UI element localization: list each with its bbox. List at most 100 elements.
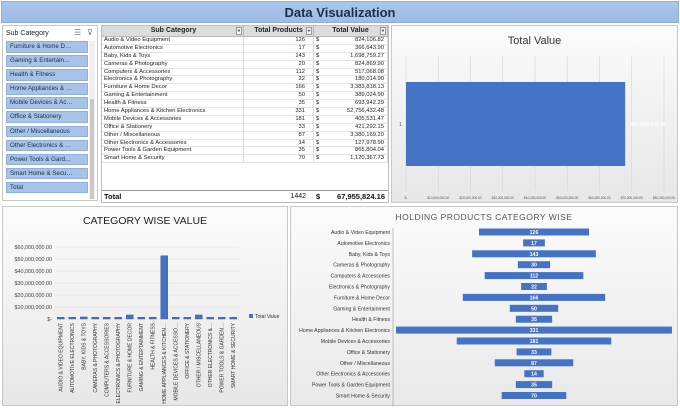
table-row: Health & Fitness 35 $693,942.29 (102, 100, 388, 109)
bar (472, 250, 596, 258)
bar (57, 316, 65, 320)
bar (509, 304, 559, 312)
cell-total-products: 166 (244, 84, 314, 92)
y-tick-label: Other / Miscellaneous (340, 361, 391, 367)
multi-select-icon[interactable]: ☰ (74, 28, 82, 37)
filter-dropdown-icon[interactable]: ▼ (236, 27, 242, 35)
slicer-item[interactable]: Gaming & Entertain… (6, 55, 88, 67)
slicer-item[interactable]: Health & Fitness (6, 69, 88, 81)
cell-total-value: $865,804.04 (314, 147, 388, 155)
table-row: Gaming & Entertainment 50 $389,024.90 (102, 92, 388, 101)
slicer-item[interactable]: Mobile Devices & Ac… (6, 97, 88, 109)
column-header-total-value[interactable]: Total Value ▼ (314, 26, 388, 36)
data-label: 35 (531, 383, 537, 389)
bar (406, 82, 626, 166)
cell-sub-category: Other Electronics & Accessories (102, 139, 244, 147)
y-tick-label: Office & Stationery (347, 350, 391, 356)
data-label: 30 (531, 263, 537, 269)
y-tick-label: $10,000,000.00 (15, 305, 52, 311)
total-value-chart[interactable]: Total Value $- $10,000,000.00 $20,000,000.… (391, 25, 678, 203)
x-tick-label: $- (405, 196, 408, 200)
y-tick-label: Power Tools & Garden Equipment (312, 383, 391, 389)
y-tick-label: Computers & Accessories (331, 274, 391, 280)
x-tick-label: SMART HOME & SECURITY (231, 322, 237, 388)
cell-total-value: $3,383,818.13 (314, 84, 388, 92)
data-label: 35 (531, 317, 537, 323)
bar (479, 228, 589, 236)
slicer-item[interactable]: Other Electronics & … (6, 139, 88, 152)
bar (515, 381, 553, 389)
table-row: Cameras & Photography 20 $824,869.90 (102, 60, 388, 69)
table-body: Audio & Video Equipment 126 $824,106.82 Aut… (102, 37, 388, 164)
bar (523, 239, 545, 247)
x-tick-label: AUTOMOTIVE ELECTRONICS (70, 322, 76, 393)
table-row: Power Tools & Garden Equipment 35 $865,804… (102, 147, 388, 156)
data-label: 181 (530, 339, 539, 345)
slicer-item[interactable]: Total (6, 181, 88, 194)
data-label: 17 (531, 241, 537, 247)
slicer-item[interactable]: Power Tools & Gard… (6, 153, 88, 166)
filter-dropdown-icon[interactable]: ▼ (380, 27, 386, 35)
x-tick-label: OTHER ELECTRONICS &… (208, 323, 214, 387)
chart-title: CATEGORY WISE VALUE (82, 215, 208, 227)
table-row: Mobile Devices & Accessories 181 $405,531.… (102, 115, 388, 124)
bar (521, 283, 547, 290)
cell-total-products: 35 (244, 147, 314, 155)
slicer-item[interactable]: Home Appliances & … (6, 83, 88, 95)
sub-category-slicer[interactable]: Sub Category ☰ ⊽ Furniture & Home D… Gami… (2, 25, 98, 201)
cell-total-products: 70 (244, 155, 314, 163)
x-tick-label: OTHER / MISCELLANEOUS (196, 322, 202, 387)
bar (516, 348, 552, 356)
y-tick-label: Smart Home & Security (336, 394, 391, 400)
table-row: Other Electronics & Accessories 14 $127,97… (102, 139, 388, 148)
table-row: Smart Home & Security 70 $1,120,367.73 (102, 155, 388, 164)
legend-label: Total Value (255, 314, 280, 320)
y-tick-label: $60,000,000.00 (15, 245, 52, 251)
x-tick-label: $30,000,000.00 (492, 196, 514, 200)
cell-total-products: 33 (244, 123, 314, 131)
y-tick-label: Home Appliances & Kitchen Electronics (299, 328, 390, 334)
cell-total-value: $405,531.47 (314, 115, 388, 123)
y-tick-label: Audio & Video Equipment (331, 230, 391, 236)
y-tick-label: 1 (399, 122, 402, 128)
slicer-scrollbar[interactable] (89, 41, 95, 199)
slicer-scroll-thumb[interactable] (90, 99, 94, 199)
column-header-total-products[interactable]: Total Products ▼ (244, 26, 314, 36)
holding-products-chart[interactable]: HOLDING PRODUCTS CATEGORY WISE Audio & V… (290, 206, 678, 407)
dashboard-title: Data Visualization (284, 4, 396, 20)
cell-total-products: 17 (244, 44, 314, 52)
y-tick-label: Electronics & Photography (329, 285, 391, 291)
x-tick-label: BABY, KIDS & TOYS (81, 322, 87, 369)
data-label: 112 (530, 274, 538, 280)
filter-dropdown-icon[interactable]: ▼ (306, 27, 312, 35)
x-tick-label: OFFICE & STATIONERY (185, 322, 191, 378)
cell-total-products: 181 (244, 115, 314, 123)
cell-total-value: $421,292.15 (314, 123, 388, 131)
slicer-item[interactable]: Office & Stationery (6, 111, 88, 123)
cell-total-value: $52,756,432.48 (314, 108, 388, 115)
slicer-item[interactable]: Furniture & Home D… (6, 41, 88, 53)
total-label: Total (104, 192, 122, 201)
x-tick-label: MOBILE DEVICES & ACCESSO… (173, 323, 179, 401)
table-row: Office & Stationery 33 $421,292.15 (102, 123, 388, 132)
slicer-item[interactable]: Other / Miscellaneous (6, 125, 88, 138)
y-tick-label: Mobile Devices & Accessories (321, 339, 391, 345)
data-label: 14 (531, 372, 537, 378)
x-tick-label: FURNITURE & HOME DECOR (127, 323, 133, 393)
clear-filter-icon[interactable]: ⊽ (87, 28, 93, 37)
y-tick-label: $40,000,000.00 (15, 269, 52, 275)
cell-sub-category: Baby, Kids & Toys (102, 52, 244, 60)
y-tick-label: Other Electronics & Accessories (316, 372, 390, 378)
cell-total-value: $180,014.90 (314, 76, 388, 84)
data-label: 331 (530, 328, 539, 334)
cell-total-products: 14 (244, 139, 314, 147)
cell-total-products: 112 (244, 68, 314, 76)
column-header-sub-category[interactable]: Sub Category ▼ (102, 26, 244, 36)
cell-total-value: $389,024.90 (314, 92, 388, 100)
holding-products-plot: Audio & Video Equipment 126 Automotive Ele… (299, 228, 672, 407)
bar (80, 316, 88, 320)
bar (229, 316, 237, 320)
bar (501, 392, 567, 399)
slicer-item[interactable]: Smart Home & Secu… (6, 167, 88, 180)
category-wise-value-chart[interactable]: CATEGORY WISE VALUE $- $10,000,000.00 $20,… (2, 206, 288, 406)
